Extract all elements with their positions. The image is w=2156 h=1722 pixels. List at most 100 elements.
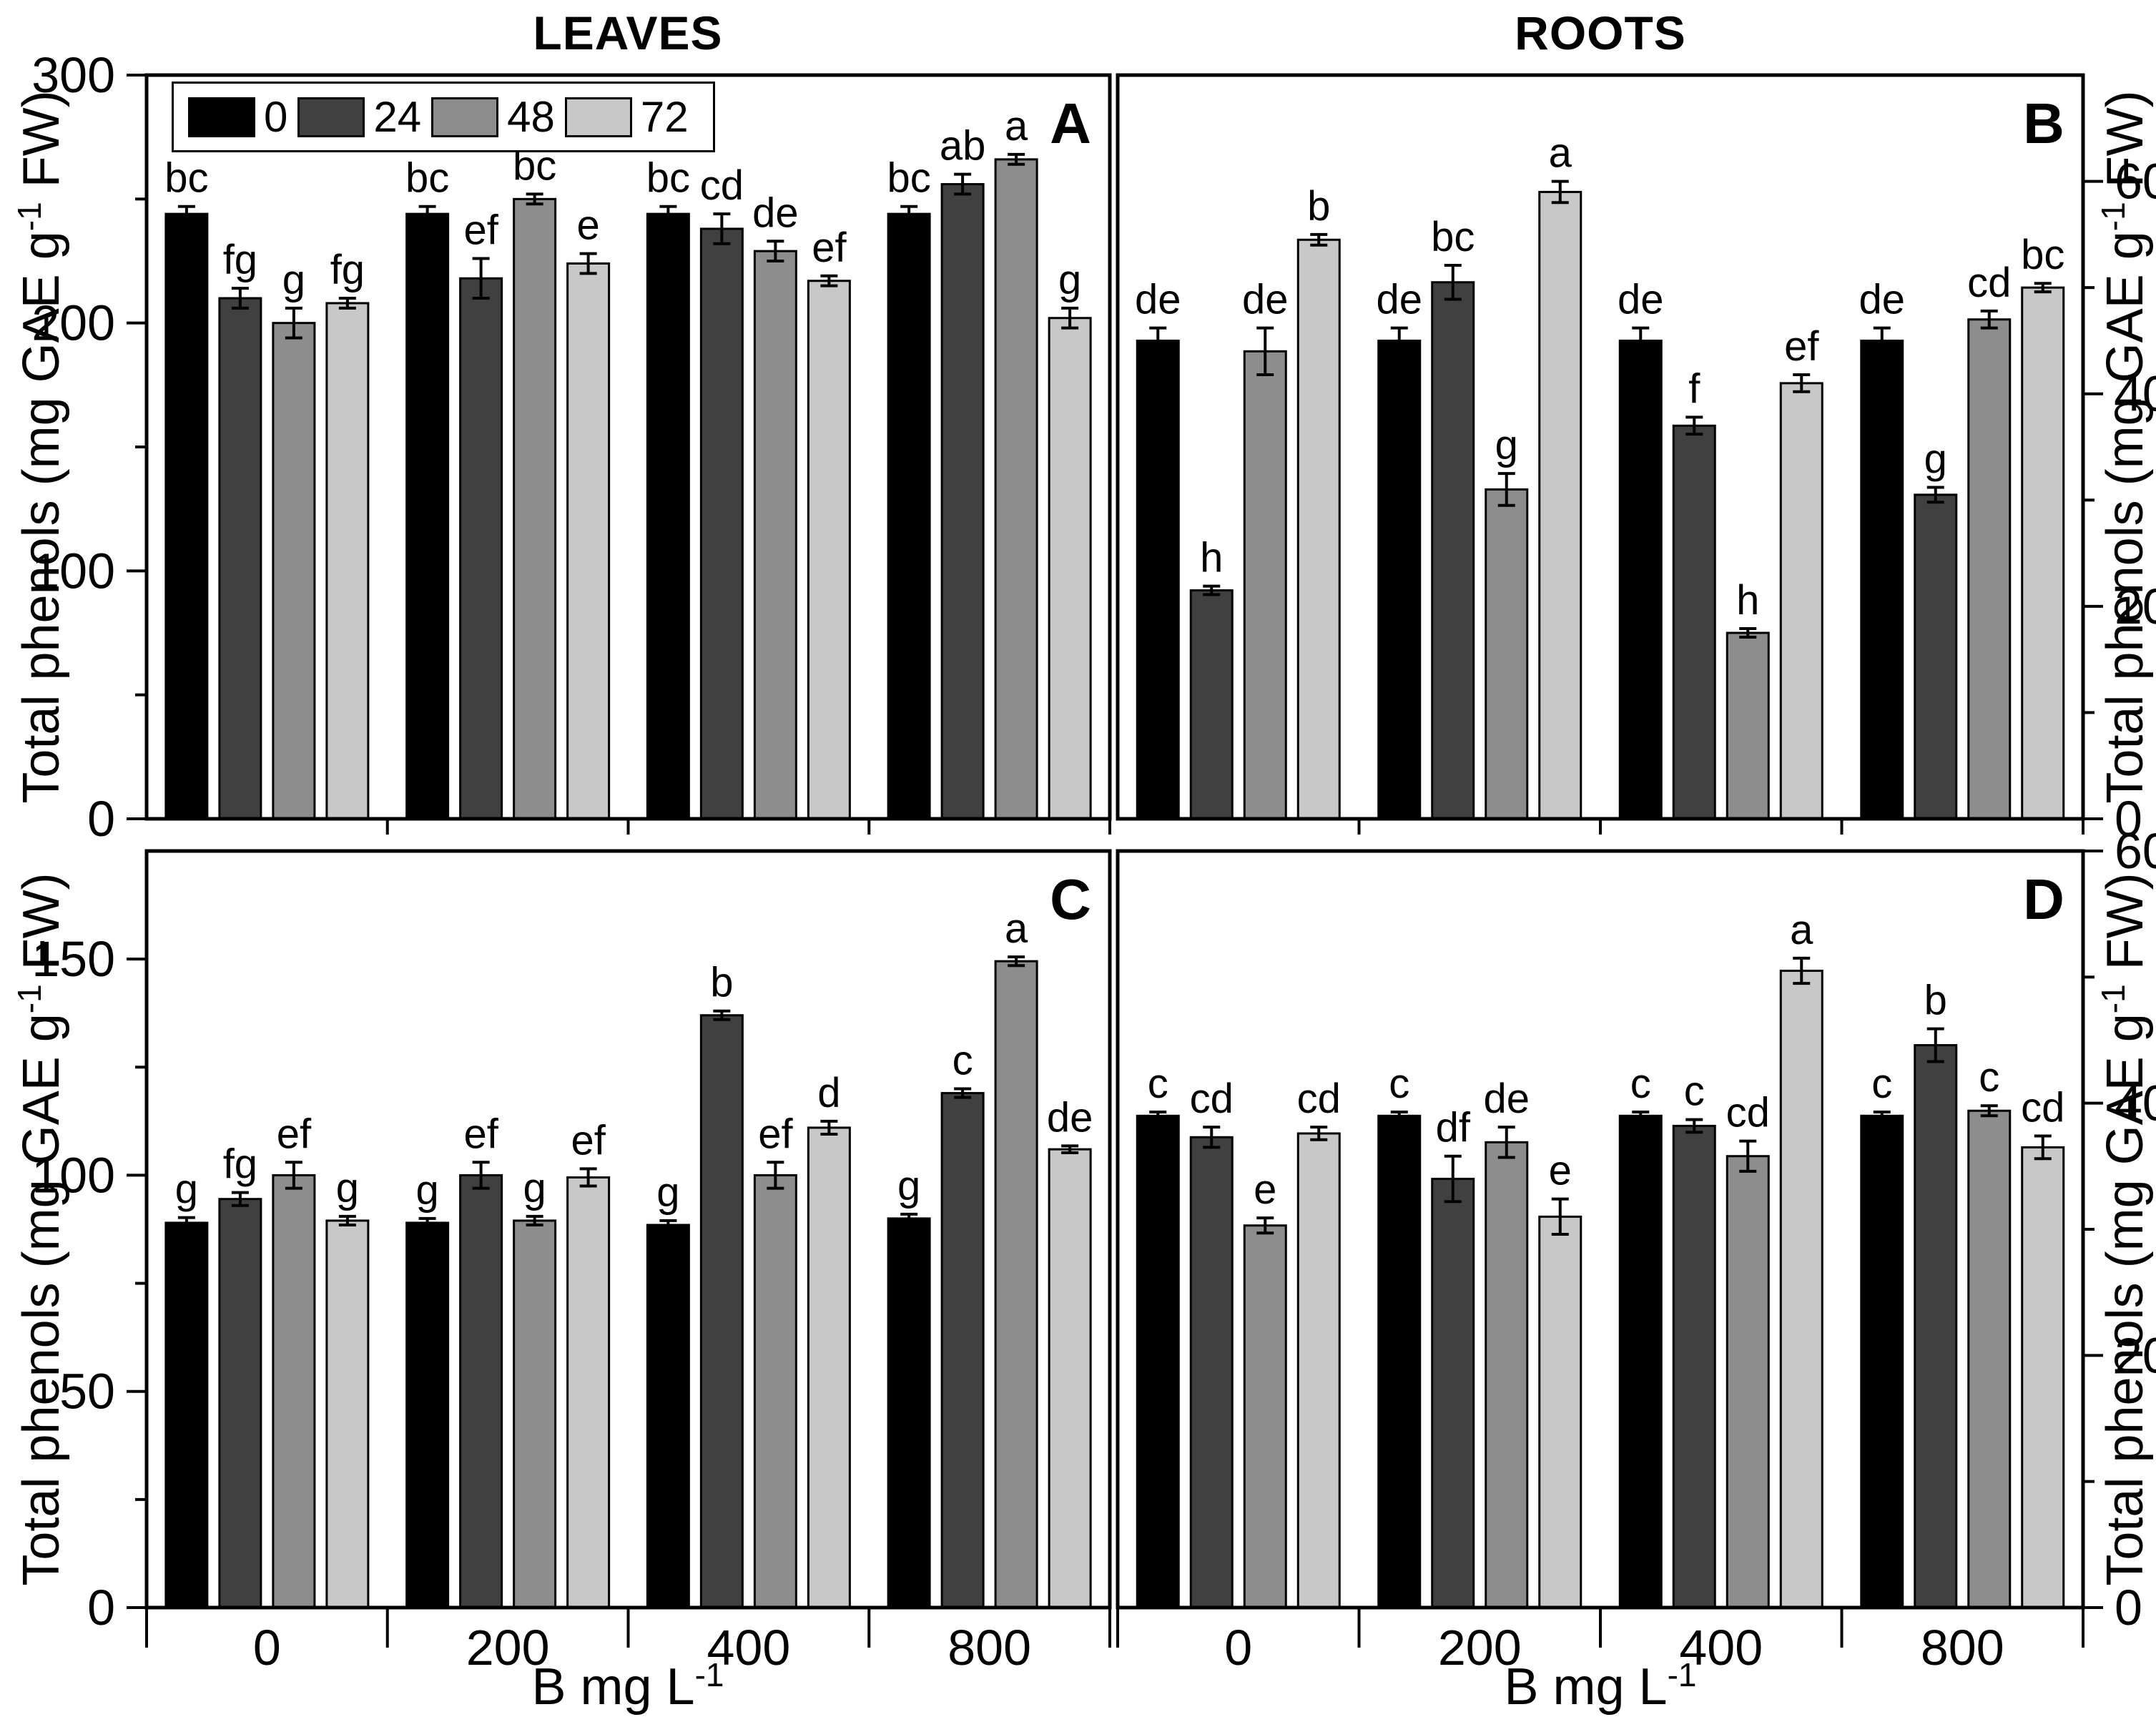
y-tick-label: 60 bbox=[2115, 154, 2156, 210]
bar-C-800-0h bbox=[887, 1217, 931, 1609]
bar-D-200-24h bbox=[1431, 1177, 1475, 1609]
x-axis-title-sup: -1 bbox=[694, 1656, 724, 1693]
y-axis-title-text: Total phenols (mg GAE g bbox=[13, 1013, 70, 1586]
bar-D-0-24h bbox=[1189, 1136, 1234, 1609]
y-axis-title-end: FW) bbox=[2097, 90, 2154, 202]
bar-D-800-48h bbox=[1967, 1109, 2012, 1609]
sig-letter: ef bbox=[463, 207, 498, 254]
y-tick-label: 300 bbox=[31, 47, 115, 103]
sig-letter: g bbox=[336, 1165, 359, 1211]
sig-letter: e bbox=[576, 202, 599, 249]
panel-frame bbox=[144, 849, 1112, 1610]
sig-letter: bc bbox=[405, 155, 449, 202]
sig-letter: ef bbox=[1784, 323, 1819, 370]
sig-letter: g bbox=[897, 1163, 920, 1209]
sig-letter: ef bbox=[277, 1111, 312, 1157]
bar-D-800-72h bbox=[2021, 1146, 2065, 1609]
sig-letter: b bbox=[1307, 183, 1330, 230]
bar-A-800-48h bbox=[994, 158, 1038, 820]
bar-D-0-72h bbox=[1296, 1132, 1341, 1609]
bar-B-800-72h bbox=[2021, 286, 2065, 820]
sig-letter: d bbox=[817, 1070, 840, 1116]
bar-B-200-72h bbox=[1538, 190, 1582, 820]
sig-letter: a bbox=[1005, 905, 1028, 952]
bar-D-400-24h bbox=[1672, 1124, 1716, 1609]
bar-C-0-24h bbox=[218, 1198, 262, 1609]
y-tick-label: 0 bbox=[87, 791, 115, 847]
x-axis-title-right: B mg L-1 bbox=[1505, 1658, 1697, 1716]
y-axis-title-sup: -1 bbox=[2095, 984, 2132, 1014]
bar-C-200-48h bbox=[513, 1219, 557, 1609]
sig-letter: de bbox=[1135, 277, 1181, 323]
sig-letter: bc bbox=[646, 155, 690, 202]
bar-A-400-24h bbox=[699, 227, 744, 820]
bar-A-800-24h bbox=[940, 183, 985, 820]
x-category-label: 800 bbox=[1921, 1620, 2004, 1676]
bar-A-400-0h bbox=[646, 212, 690, 820]
bar-C-200-0h bbox=[405, 1221, 450, 1609]
panel-label: C bbox=[1050, 867, 1091, 931]
sig-letter: de bbox=[1483, 1076, 1530, 1122]
legend-swatch-0h bbox=[188, 97, 255, 137]
bar-C-200-72h bbox=[566, 1176, 611, 1609]
bar-B-400-24h bbox=[1672, 424, 1716, 820]
x-category-label: 0 bbox=[1224, 1620, 1252, 1676]
bar-C-400-72h bbox=[807, 1126, 851, 1609]
legend-item-24h: 24 bbox=[297, 92, 431, 142]
sig-letter: cd bbox=[700, 162, 744, 209]
bar-B-0-24h bbox=[1189, 589, 1234, 820]
sig-letter: cd bbox=[1726, 1090, 1770, 1136]
sig-letter: a bbox=[1549, 130, 1572, 177]
legend-label-48h: 48 bbox=[507, 93, 555, 141]
y-axis-title-text: Total phenols (mg GAE g bbox=[2097, 1013, 2154, 1586]
bar-D-400-48h bbox=[1726, 1155, 1770, 1609]
legend-item-72h: 72 bbox=[564, 92, 699, 142]
sig-letter: fg bbox=[223, 237, 257, 283]
bar-B-800-24h bbox=[1914, 493, 1958, 820]
bar-C-400-0h bbox=[646, 1224, 690, 1609]
sig-letter: g bbox=[656, 1169, 679, 1216]
y-tick-label: 100 bbox=[31, 543, 115, 599]
bar-A-200-24h bbox=[459, 277, 503, 820]
y-axis-title-sup: -1 bbox=[11, 202, 48, 232]
sig-letter: ab bbox=[940, 123, 986, 169]
sig-letter: fg bbox=[223, 1141, 257, 1188]
sig-letter: c bbox=[1148, 1061, 1168, 1107]
sig-letter: cd bbox=[1297, 1076, 1341, 1122]
legend-swatch-48h bbox=[431, 97, 499, 137]
x-category-label: 200 bbox=[466, 1620, 550, 1676]
sig-letter: g bbox=[1058, 257, 1081, 303]
x-category-label: 0 bbox=[253, 1620, 281, 1676]
sig-letter: bc bbox=[2021, 232, 2064, 278]
x-category-label: 400 bbox=[707, 1620, 790, 1676]
y-tick-label: 0 bbox=[87, 1580, 115, 1635]
bar-A-800-72h bbox=[1048, 317, 1092, 820]
bar-D-0-48h bbox=[1243, 1224, 1287, 1609]
sig-letter: ef bbox=[463, 1111, 498, 1157]
sig-letter: bc bbox=[1431, 214, 1475, 260]
bar-A-200-48h bbox=[513, 197, 557, 820]
bar-D-400-0h bbox=[1618, 1114, 1663, 1609]
x-axis-title-sup: -1 bbox=[1667, 1656, 1697, 1693]
sig-letter: h bbox=[1200, 535, 1223, 581]
sig-letter: c bbox=[953, 1038, 973, 1084]
y-axis-title-sup: -1 bbox=[11, 984, 48, 1014]
bar-D-800-24h bbox=[1914, 1044, 1958, 1609]
sig-letter: a bbox=[1790, 907, 1813, 953]
sig-letter: ef bbox=[812, 225, 847, 271]
y-tick-label: 20 bbox=[2115, 579, 2156, 634]
sig-letter: de bbox=[752, 190, 799, 236]
y-axis-title-text: Total phenols (mg GAE g bbox=[2097, 231, 2154, 804]
sig-letter: g bbox=[1495, 422, 1518, 468]
sig-letter: bc bbox=[164, 155, 208, 202]
sig-letter: c bbox=[1871, 1061, 1892, 1107]
sig-letter: c bbox=[1684, 1068, 1705, 1115]
bar-C-800-24h bbox=[940, 1092, 985, 1609]
sig-letter: g bbox=[523, 1165, 546, 1211]
y-tick-label: 0 bbox=[2115, 791, 2142, 847]
bar-B-800-48h bbox=[1967, 318, 2012, 820]
bar-A-0-72h bbox=[325, 302, 370, 820]
bar-B-0-72h bbox=[1296, 238, 1341, 820]
